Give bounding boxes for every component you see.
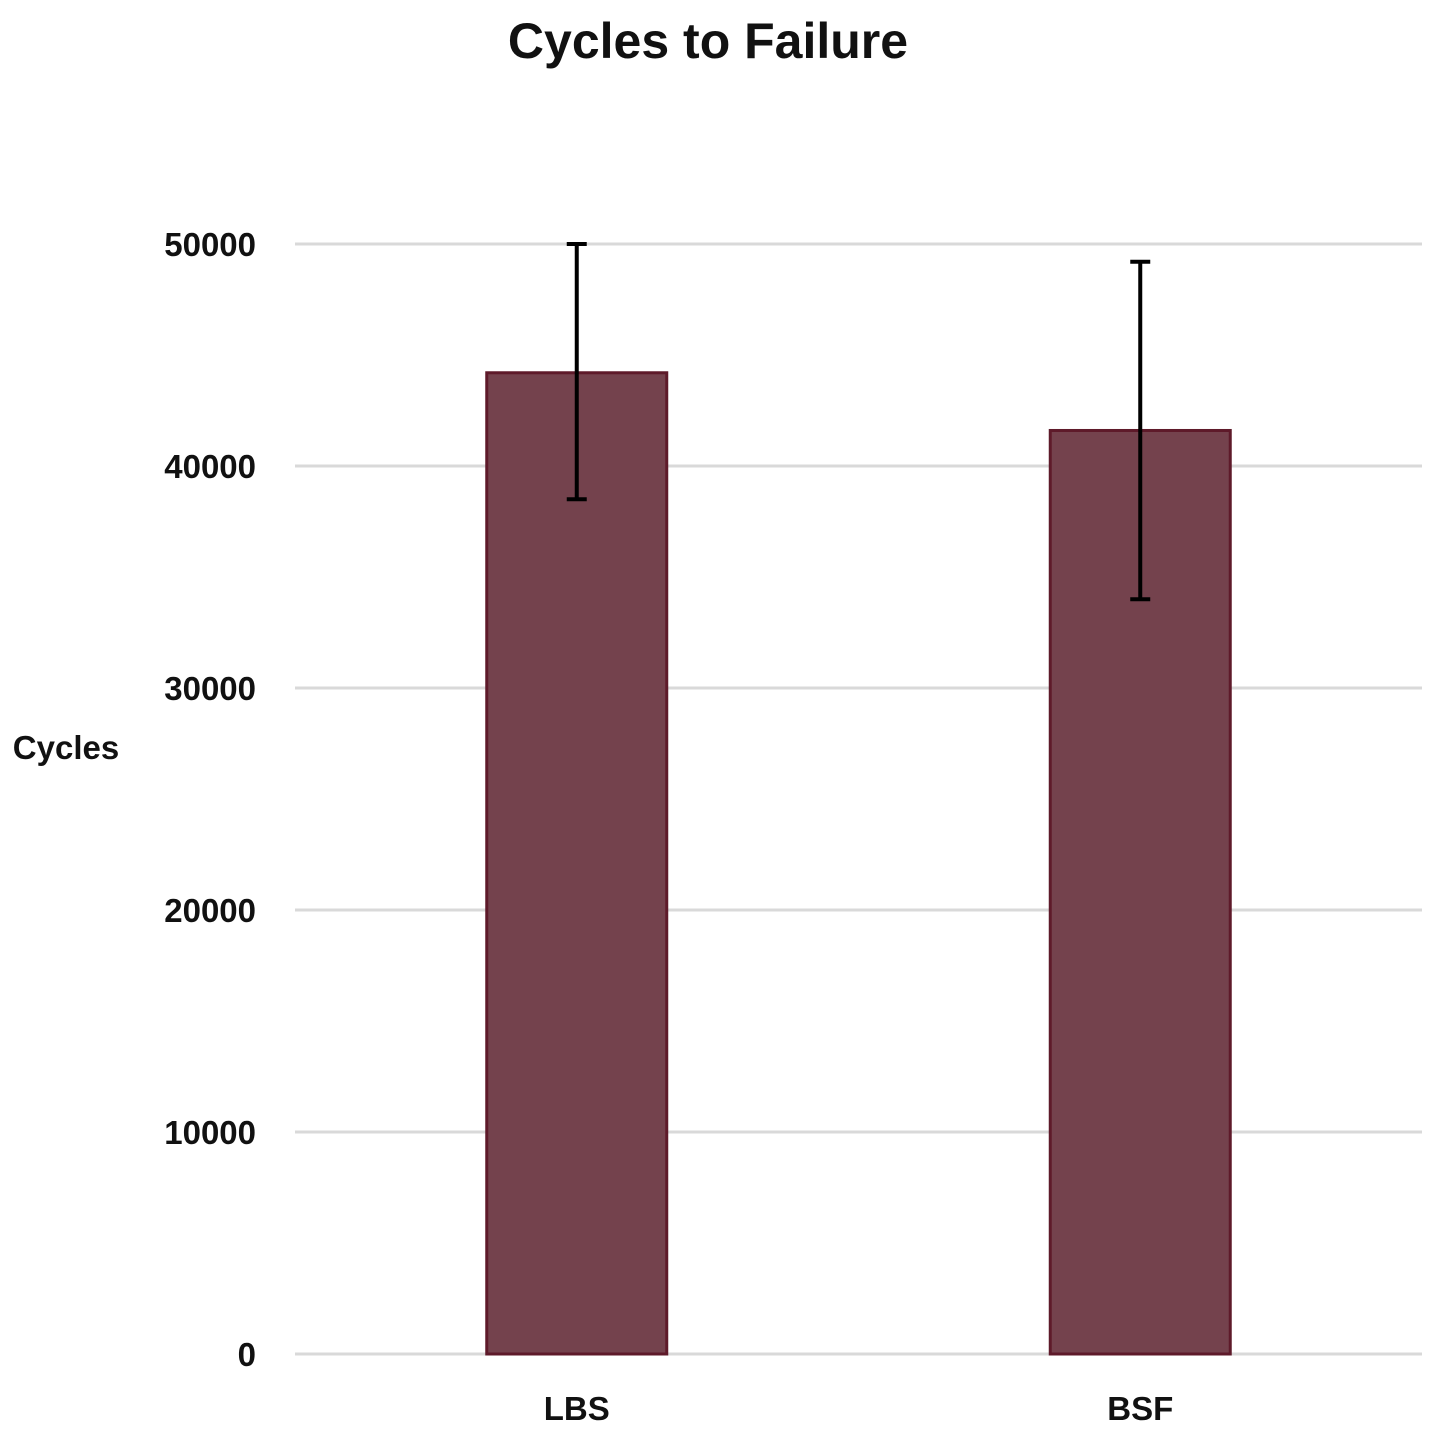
y-tick-label: 0 (238, 1336, 256, 1373)
chart-title: Cycles to Failure (508, 13, 908, 69)
y-tick-label: 10000 (164, 1114, 256, 1151)
x-category-label: LBS (544, 1390, 610, 1427)
error-bars (566, 242, 1151, 602)
y-axis-label: Cycles (13, 729, 119, 766)
y-tick-label: 30000 (164, 670, 256, 707)
y-tick-label: 40000 (164, 448, 256, 485)
bars (485, 371, 1232, 1356)
x-category-labels: LBS BSF (544, 1390, 1174, 1427)
y-tick-label: 20000 (164, 892, 256, 929)
gridlines (295, 242, 1422, 1356)
y-tick-labels: 0 10000 20000 30000 40000 50000 (164, 226, 256, 1373)
bar-lbs (485, 371, 669, 1356)
x-category-label: BSF (1107, 1390, 1173, 1427)
y-tick-label: 50000 (164, 226, 256, 263)
